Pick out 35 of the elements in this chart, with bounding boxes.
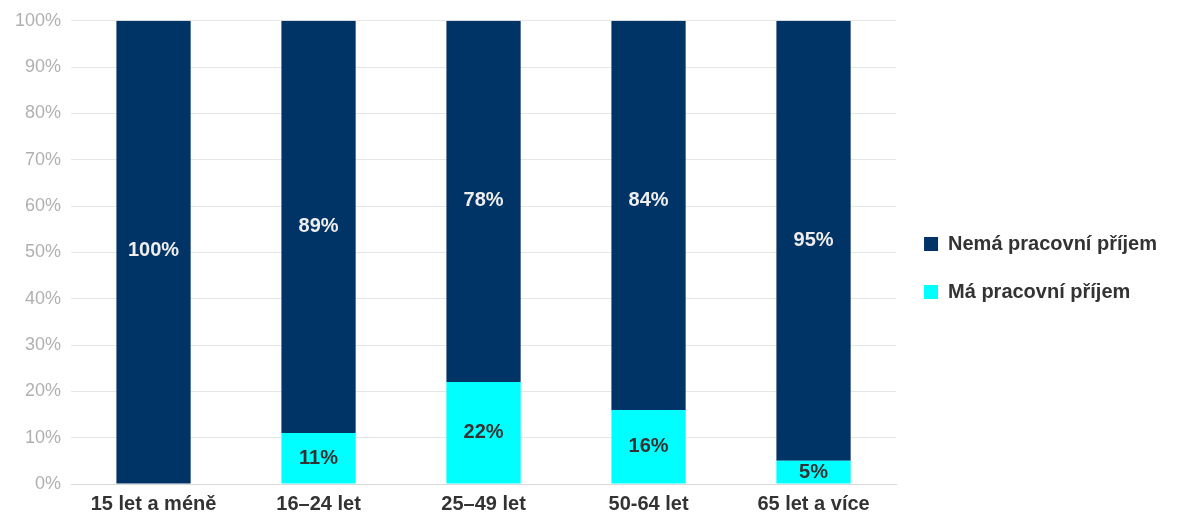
bar <box>446 20 521 383</box>
legend-label: Nemá pracovní příjem <box>948 231 1157 254</box>
data-label: 78% <box>463 188 504 211</box>
x-tick-label: 25–49 let <box>441 491 527 514</box>
bar <box>611 20 686 410</box>
bar <box>776 20 851 461</box>
y-tick-label: 10% <box>25 426 62 447</box>
y-tick-label: 100% <box>14 9 62 30</box>
x-tick-label: 16–24 let <box>276 491 362 514</box>
data-label: 16% <box>628 434 669 457</box>
bar <box>611 409 686 484</box>
data-label: 22% <box>463 420 504 443</box>
data-label: 100% <box>127 238 180 261</box>
y-tick-label: 60% <box>25 195 62 216</box>
bar <box>446 382 521 484</box>
data-label: 95% <box>793 228 834 251</box>
y-tick-label: 0% <box>35 472 62 493</box>
y-tick-label: 80% <box>25 102 62 123</box>
x-tick-label: 15 let a méně <box>90 491 217 514</box>
y-tick-label: 70% <box>25 148 62 169</box>
legend-label: Má pracovní příjem <box>948 279 1131 302</box>
x-tick-label: 65 let a více <box>757 491 870 514</box>
data-label: 5% <box>799 459 829 482</box>
bar <box>281 20 356 434</box>
data-label: 84% <box>628 188 669 211</box>
y-tick-label: 90% <box>25 56 62 77</box>
y-tick-label: 30% <box>25 334 62 355</box>
bar <box>116 20 191 484</box>
data-label: 89% <box>298 214 339 237</box>
x-tick-label: 50-64 let <box>608 491 689 514</box>
bar <box>281 433 356 484</box>
y-tick-label: 50% <box>25 241 62 262</box>
data-label: 11% <box>299 445 339 468</box>
y-tick-label: 40% <box>25 287 62 308</box>
y-tick-label: 20% <box>25 380 62 401</box>
